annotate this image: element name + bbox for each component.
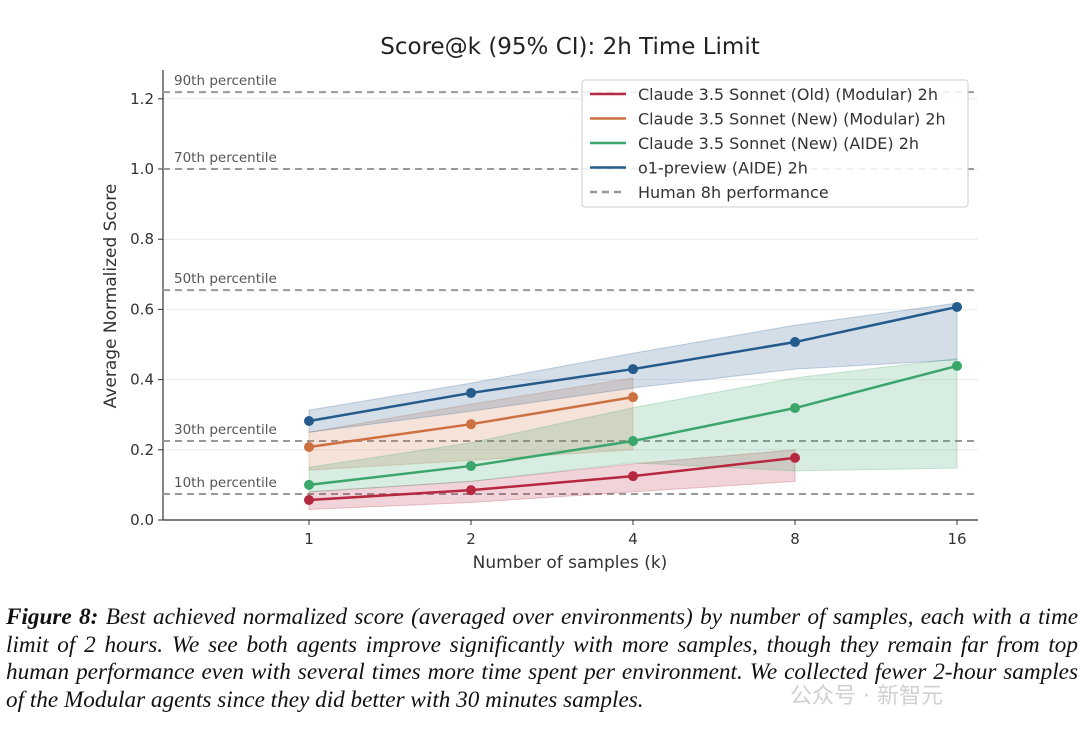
figure-caption: Figure 8: Best achieved normalized score… [6, 604, 1078, 714]
percentile-label: 90th percentile [174, 73, 277, 89]
x-tick-label: 4 [628, 530, 638, 548]
legend-label: Claude 3.5 Sonnet (Old) (Modular) 2h [638, 85, 938, 104]
caption-text: Best achieved normalized score (averaged… [6, 604, 1078, 713]
y-tick-label: 1.0 [130, 160, 154, 178]
data-point [790, 403, 800, 414]
chart: 0.0 0.2 0.4 0.6 0.8 1.0 1.2 1 2 4 8 16 90th percenti… [101, 34, 978, 573]
data-point [628, 471, 638, 482]
y-tick-label: 0.4 [130, 371, 154, 389]
data-point [466, 419, 476, 430]
data-point [790, 337, 800, 348]
data-point [304, 416, 314, 427]
data-point [466, 387, 476, 398]
percentile-label: 50th percentile [174, 271, 277, 287]
y-axis-label: Average Normalized Score [101, 184, 121, 409]
caption-label: Figure 8: [6, 604, 99, 630]
x-tick-label: 16 [947, 530, 966, 548]
x-tick-label: 1 [304, 530, 314, 548]
data-point [952, 360, 962, 371]
percentile-label: 10th percentile [174, 475, 277, 491]
percentile-label: 30th percentile [174, 422, 277, 438]
data-point [628, 364, 638, 375]
legend-label: Claude 3.5 Sonnet (New) (AIDE) 2h [638, 134, 919, 153]
ci-band [308, 449, 796, 510]
y-tick-label: 1.2 [130, 90, 154, 108]
y-tick-label: 0.2 [130, 441, 154, 459]
data-point [790, 452, 800, 463]
series-line [308, 456, 796, 502]
legend-label: Human 8h performance [638, 183, 829, 202]
data-point [628, 436, 638, 447]
legend: Claude 3.5 Sonnet (Old) (Modular) 2h Clau… [581, 79, 969, 208]
x-tick-label: 2 [466, 530, 476, 548]
data-point [466, 460, 476, 471]
data-point [304, 441, 314, 452]
legend-label: Claude 3.5 Sonnet (New) (Modular) 2h [638, 110, 946, 129]
percentile-label: 70th percentile [174, 150, 277, 166]
data-point [466, 485, 476, 496]
data-point [952, 301, 962, 312]
data-point [304, 494, 314, 505]
y-tick-label: 0.6 [130, 300, 154, 318]
x-axis-label: Number of samples (k) [473, 553, 668, 573]
watermark: 公众号 · 新智元 [790, 684, 943, 709]
y-tick-label: 0.0 [130, 511, 154, 529]
legend-box [581, 79, 969, 208]
x-tick-label: 8 [790, 530, 800, 548]
data-point [304, 479, 314, 490]
y-tick-label: 0.8 [130, 230, 154, 248]
chart-title: Score@k (95% CI): 2h Time Limit [380, 34, 759, 60]
legend-label: o1-preview (AIDE) 2h [638, 159, 808, 178]
data-point [628, 392, 638, 403]
